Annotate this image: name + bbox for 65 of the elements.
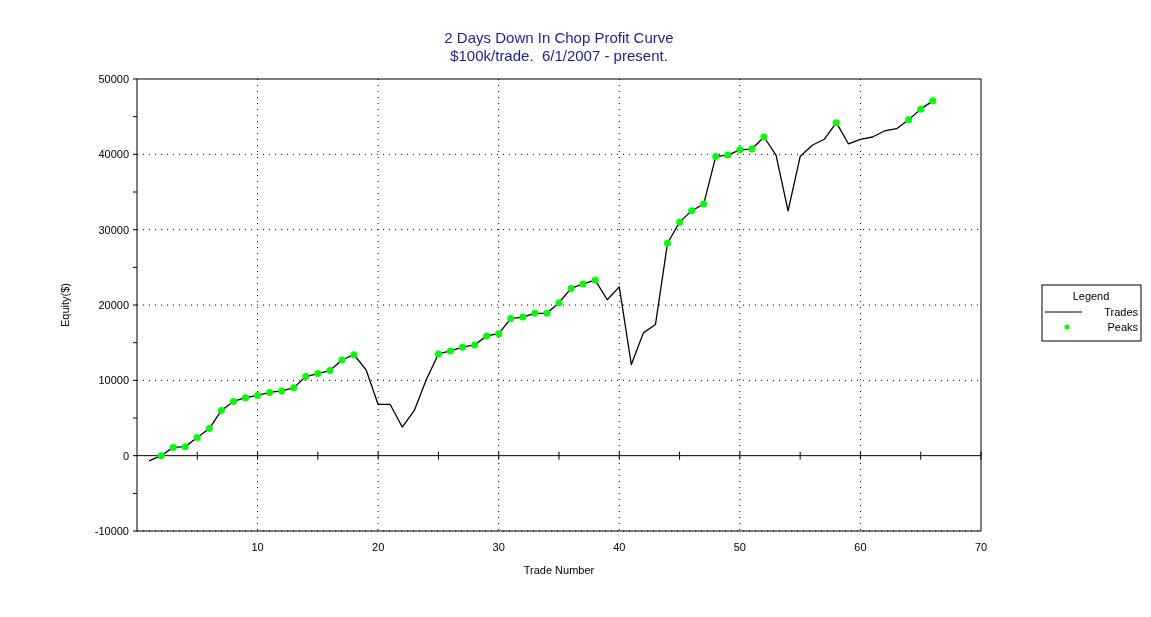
chart-subtitle: $100k/trade. 6/1/2007 - present. bbox=[450, 47, 668, 64]
point bbox=[543, 309, 551, 317]
point bbox=[676, 218, 684, 226]
x-tick-label: 10 bbox=[251, 541, 264, 553]
point bbox=[338, 356, 346, 364]
point bbox=[929, 97, 937, 105]
point bbox=[229, 397, 237, 405]
point bbox=[507, 315, 515, 323]
y-tick-label: 40000 bbox=[98, 148, 129, 161]
point bbox=[314, 370, 322, 378]
y-tick-label: 50000 bbox=[98, 73, 129, 85]
point bbox=[724, 151, 732, 159]
legend-title: Legend bbox=[1072, 290, 1110, 302]
point bbox=[157, 452, 165, 460]
point bbox=[519, 313, 527, 321]
point bbox=[205, 425, 213, 433]
point bbox=[531, 309, 539, 317]
y-tick-label: -10000 bbox=[94, 525, 129, 537]
point bbox=[917, 105, 925, 113]
point bbox=[193, 434, 201, 442]
point bbox=[446, 347, 454, 355]
chart-title: 2 Days Down In Chop Profit Curve bbox=[444, 29, 674, 46]
point bbox=[905, 116, 913, 124]
x-axis-title: Trade Number bbox=[523, 564, 595, 576]
point bbox=[591, 276, 599, 284]
point bbox=[434, 350, 442, 358]
y-axis-title: Equity($) bbox=[59, 282, 71, 328]
point bbox=[471, 341, 479, 349]
point bbox=[169, 443, 177, 451]
y-tick-label: 20000 bbox=[98, 299, 129, 311]
point bbox=[736, 146, 744, 154]
point bbox=[266, 388, 274, 396]
y-tick-label: 10000 bbox=[98, 374, 129, 387]
x-tick-label: 40 bbox=[613, 541, 626, 553]
point bbox=[326, 367, 334, 375]
point bbox=[579, 280, 587, 288]
point bbox=[748, 145, 756, 153]
x-tick-label: 30 bbox=[492, 541, 505, 553]
x-tick-label: 60 bbox=[854, 541, 867, 553]
point bbox=[254, 391, 262, 399]
point bbox=[700, 200, 708, 208]
point bbox=[290, 384, 298, 392]
point bbox=[760, 133, 768, 141]
point bbox=[567, 284, 575, 292]
y-tick-label: 0 bbox=[122, 449, 129, 462]
legend-label: Trades bbox=[1104, 306, 1139, 318]
point bbox=[350, 351, 358, 359]
point bbox=[495, 330, 503, 338]
point bbox=[664, 239, 672, 247]
point bbox=[688, 207, 696, 215]
point bbox=[302, 373, 310, 381]
text: Peaks bbox=[1107, 321, 1139, 333]
point bbox=[483, 332, 491, 340]
point bbox=[217, 406, 225, 414]
x-tick-label: 50 bbox=[733, 541, 746, 553]
point bbox=[278, 387, 286, 395]
point bbox=[181, 443, 189, 451]
point bbox=[242, 394, 250, 402]
x-tick-label: 20 bbox=[372, 541, 385, 553]
point bbox=[555, 299, 563, 307]
point bbox=[712, 153, 720, 161]
point bbox=[832, 119, 840, 127]
x-tick-label: 70 bbox=[974, 541, 988, 553]
point bbox=[459, 343, 467, 351]
y-tick-label: 30000 bbox=[98, 223, 129, 236]
